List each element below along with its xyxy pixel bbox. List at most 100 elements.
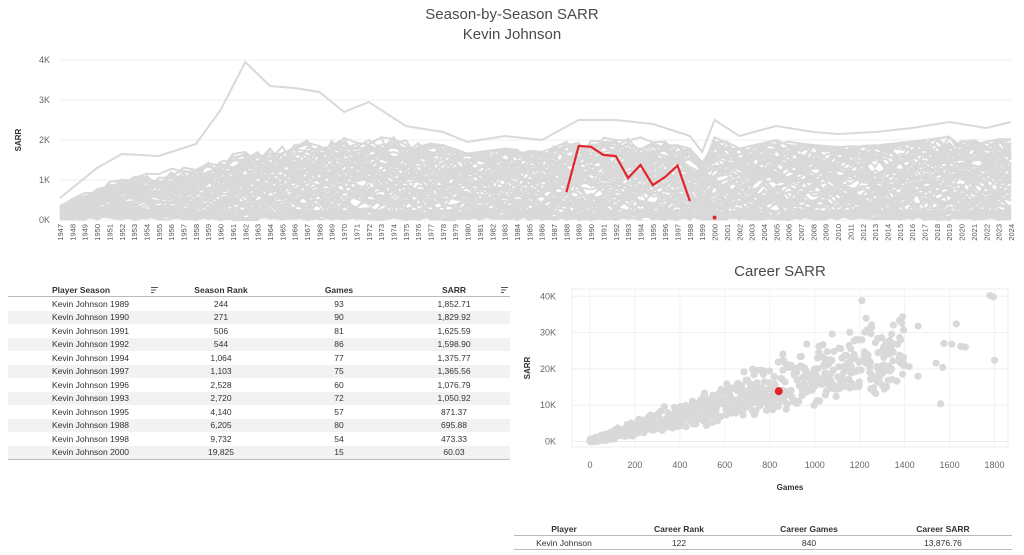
scatter-point	[800, 380, 808, 388]
career-sarr-scatter-chart[interactable]: 0K 10K 20K 30K 40K 0 200 400 600 800 1000 1200 1400 1…	[512, 283, 1018, 515]
sarr-cell: 473.33	[441, 433, 467, 444]
scatter-point	[740, 368, 748, 376]
table-row[interactable]: Kevin Johnson 1996 2,528 60 1,076.79	[8, 378, 510, 392]
table-row[interactable]: Kevin Johnson 1990 271 90 1,829.92	[8, 310, 510, 324]
career-sarr-cell: 13,876.76	[874, 535, 1012, 550]
games-cell: 93	[334, 298, 344, 309]
scatter-point	[793, 399, 801, 408]
table-row[interactable]: Kevin Johnson 1998 9,732 54 473.33	[8, 432, 510, 446]
scatter-point	[847, 344, 855, 353]
scatter-point	[874, 363, 882, 372]
x-tick-label: 2002	[735, 224, 744, 241]
x-tick-label: 1800	[984, 460, 1004, 470]
x-tick-label: 1954	[142, 224, 151, 241]
player-season-cell: Kevin Johnson 1994	[52, 352, 130, 363]
x-tick-label: 1966	[291, 224, 300, 241]
x-tick-label: 2024	[1007, 224, 1016, 241]
table-row[interactable]: Kevin Johnson 1994 1,064 77 1,375.77	[8, 351, 510, 365]
player-header[interactable]: Player	[514, 522, 614, 536]
career-games-header[interactable]: Career Games	[744, 522, 874, 536]
scatter-point	[672, 410, 680, 418]
scatter-point	[739, 411, 747, 419]
scatter-point	[897, 336, 905, 344]
career-games-cell: 840	[744, 535, 874, 550]
career-rank-cell: 122	[614, 535, 744, 550]
scatter-point	[846, 328, 854, 336]
sarr-cell: 60.03	[398, 445, 510, 460]
table-row[interactable]: Kevin Johnson 1992 544 86 1,598.90	[8, 337, 510, 351]
player-season-cell: Kevin Johnson 1996	[52, 379, 130, 390]
sarr-header-label: SARR	[441, 284, 467, 295]
scatter-point	[614, 430, 622, 438]
games-cell: 90	[280, 310, 398, 324]
x-tick-label: 1984	[513, 224, 522, 241]
scatter-point	[887, 345, 895, 353]
scatter-point	[899, 326, 908, 334]
career-sarr-header[interactable]: Career SARR	[874, 522, 1012, 536]
background-series-line	[59, 140, 1012, 208]
scatter-point	[834, 384, 843, 392]
x-tick-label: 2010	[834, 224, 843, 241]
x-tick-label: 2014	[883, 224, 892, 241]
season-table-body: Kevin Johnson 1989 244 93 1,852.71 Kevin Joh…	[8, 297, 510, 460]
x-tick-label: 1962	[241, 224, 250, 241]
background-series-line	[59, 139, 1012, 208]
x-tick-label: 1968	[315, 224, 324, 241]
season-table-header-row: Player Season Season Rank Games SARR	[8, 283, 510, 297]
sarr-header[interactable]: SARR	[398, 283, 510, 297]
season-rank-header[interactable]: Season Rank	[162, 283, 280, 297]
player-season-cell: Kevin Johnson 1995	[52, 406, 130, 417]
career-player-cell: Kevin Johnson	[514, 535, 614, 550]
season-rank-cell: 1,064	[210, 352, 232, 363]
table-row[interactable]: Kevin Johnson 1989 244 93 1,852.71	[8, 297, 510, 311]
x-tick-label: 1956	[167, 224, 176, 241]
x-tick-label: 2005	[772, 224, 781, 241]
scatter-point	[889, 321, 897, 329]
scatter-point	[679, 420, 687, 428]
background-series-line	[59, 184, 1012, 220]
x-tick-label: 1960	[217, 224, 226, 241]
background-series-line	[59, 208, 1012, 221]
x-tick-label: 2013	[871, 224, 880, 241]
x-tick-label: 1999	[698, 224, 707, 241]
games-header[interactable]: Games	[280, 283, 398, 297]
scatter-point	[687, 407, 695, 416]
scatter-point	[677, 402, 685, 410]
scatter-point	[711, 399, 719, 407]
table-row[interactable]: Kevin Johnson 1993 2,720 72 1,050.92	[8, 391, 510, 405]
scatter-point	[859, 357, 867, 365]
career-rank-header[interactable]: Career Rank	[614, 522, 744, 536]
sort-icon[interactable]	[501, 287, 508, 293]
x-tick-label: 800	[762, 460, 777, 470]
table-row[interactable]: Kevin Johnson 122 840 13,876.76	[514, 535, 1012, 550]
scatter-point	[857, 366, 865, 374]
x-tick-label: 1959	[204, 224, 213, 241]
scatter-point	[646, 424, 654, 432]
scatter-point	[669, 417, 677, 425]
scatter-point	[830, 347, 838, 356]
scatter-point	[940, 339, 948, 348]
table-row[interactable]: Kevin Johnson 1988 6,205 80 695.88	[8, 418, 510, 432]
scatter-point	[722, 388, 730, 396]
table-row[interactable]: Kevin Johnson 1997 1,103 75 1,365.56	[8, 364, 510, 378]
player-season-cell: Kevin Johnson 1990	[8, 310, 162, 324]
x-tick-label: 1991	[599, 224, 608, 241]
x-tick-label: 2018	[933, 224, 942, 241]
table-row[interactable]: Kevin Johnson 1991 506 81 1,625.59	[8, 324, 510, 338]
scatter-point	[862, 314, 870, 322]
scatter-point	[765, 367, 773, 375]
scatter-point	[735, 387, 743, 395]
sort-icon[interactable]	[150, 287, 158, 294]
scatter-point	[623, 423, 631, 431]
table-row[interactable]: Kevin Johnson 2000 19,825 15 60.03	[8, 445, 510, 460]
table-row[interactable]: Kevin Johnson 1995 4,140 57 871.37	[8, 405, 510, 419]
player-season-cell: Kevin Johnson 1998	[52, 433, 130, 444]
scatter-point	[888, 376, 896, 384]
scatter-point	[948, 340, 956, 348]
x-tick-label: 1990	[587, 224, 596, 241]
y-tick-label: 40K	[540, 291, 556, 301]
player-season-header[interactable]: Player Season	[8, 283, 162, 297]
scatter-point	[864, 351, 872, 359]
x-tick-label: 2000	[711, 224, 720, 241]
